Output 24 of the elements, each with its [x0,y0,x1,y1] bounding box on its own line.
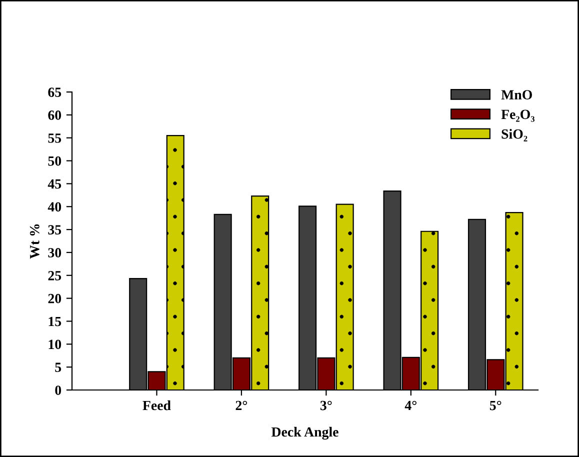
legend-label: MnO [501,90,532,100]
legend-label: Fe₂O₃ [501,110,535,122]
y-tick-label: 25 [48,271,62,280]
y-tick-label: 45 [48,179,62,189]
y-tick-label: 65 [48,88,62,97]
x-axis-title: Deck Angle [271,426,338,440]
y-tick-label: 50 [48,156,62,166]
y-tick-label: 30 [48,248,62,258]
y-tick-label: 60 [48,110,62,120]
y-tick-label: 55 [48,134,62,143]
y-tick-label: 15 [48,316,62,326]
y-tick-label: 5 [55,362,62,372]
legend-label: SiO₂ [502,128,528,142]
x-tick-label: 4° [404,400,416,410]
y-axis-title: Wt % [30,224,40,259]
x-tick-label: 2° [236,400,248,410]
x-tick-label: Feed [142,400,171,410]
y-tick-label: 35 [48,225,62,234]
x-tick-label: 3° [320,400,332,410]
x-tick-label: 5° [490,400,502,410]
y-tick-label: 40 [48,202,62,212]
y-tick-label: 20 [48,294,62,304]
y-tick-label: 10 [48,340,62,350]
y-tick-label: 0 [55,386,62,395]
